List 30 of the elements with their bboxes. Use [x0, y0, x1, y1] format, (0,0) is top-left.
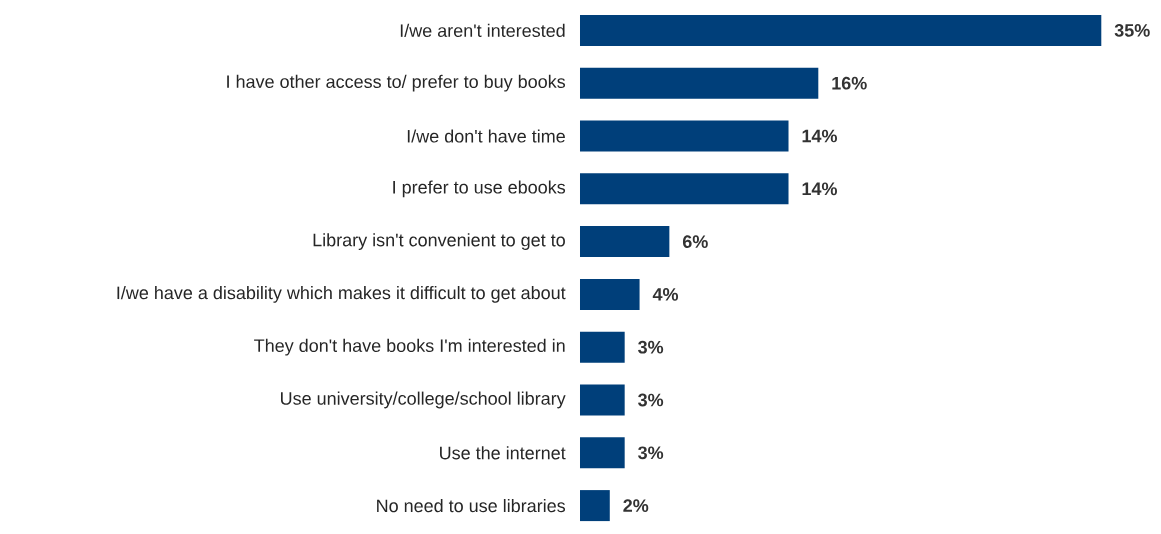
- y-tick-label: I/we aren't interested: [400, 23, 565, 37]
- y-tick-label: I have other access to/ prefer to buy books: [227, 74, 566, 92]
- bar: [580, 490, 610, 522]
- y-tick-label: I prefer to use ebooks: [393, 180, 566, 198]
- bar: [580, 173, 789, 205]
- bar: [580, 384, 625, 416]
- y-tick-label: No need to use libraries: [377, 498, 566, 513]
- bar: [580, 331, 625, 363]
- data-label: 14%: [802, 182, 837, 196]
- data-label: 3%: [638, 393, 664, 407]
- y-tick-label: I/we have a disability which makes it difficult to get about: [117, 286, 566, 303]
- bar: [580, 67, 819, 99]
- bar: [580, 437, 625, 469]
- data-label: 16%: [832, 76, 867, 90]
- bar: [580, 278, 640, 310]
- y-tick-label: Library isn't convenient to get to: [313, 233, 565, 250]
- y-tick-label: Use the internet: [440, 446, 566, 460]
- data-label: 14%: [802, 129, 837, 143]
- data-label: 6%: [682, 235, 708, 248]
- data-label: 35%: [1114, 24, 1150, 37]
- data-label: 2%: [623, 499, 649, 512]
- bar: [580, 120, 789, 152]
- y-tick-label: Use university/college/school library: [281, 391, 566, 409]
- y-tick-label: I/we don't have time: [407, 129, 565, 143]
- bar: [580, 14, 1102, 46]
- y-tick-label: They don't have books I'm interested in: [254, 338, 565, 356]
- data-label: 3%: [638, 340, 664, 354]
- data-label: 3%: [638, 446, 664, 460]
- data-label: 4%: [652, 288, 679, 301]
- bar: [580, 226, 670, 258]
